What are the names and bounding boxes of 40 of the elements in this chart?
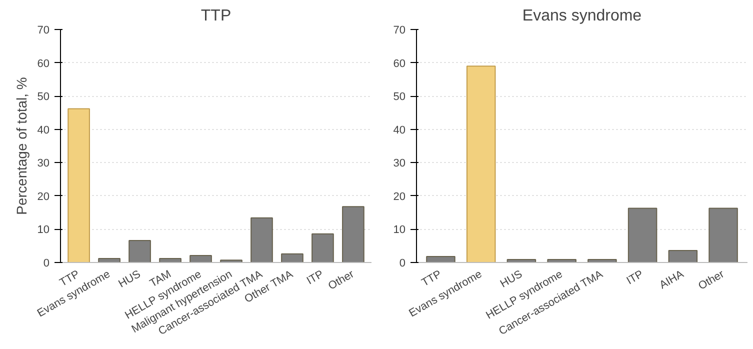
x-tick-label: ITP xyxy=(624,268,646,288)
chart-title: TTP xyxy=(200,8,232,24)
y-tick-label: 0 xyxy=(43,258,50,270)
bar xyxy=(628,208,658,262)
bar xyxy=(281,253,304,262)
x-tick-label: Other xyxy=(326,268,356,292)
bar xyxy=(342,206,364,262)
x-tick-label: HUS xyxy=(116,268,143,290)
y-tick-label: 10 xyxy=(393,224,406,236)
y-tick-label: 50 xyxy=(37,91,50,104)
y-tick-label: 50 xyxy=(393,91,406,104)
bar xyxy=(159,258,182,262)
bar xyxy=(98,258,120,262)
bar xyxy=(426,256,456,262)
bar xyxy=(312,233,334,262)
y-tick-label: 20 xyxy=(37,190,50,203)
y-tick-label: 0 xyxy=(399,258,406,270)
y-tick-label: 70 xyxy=(37,24,50,36)
y-tick-label: 60 xyxy=(37,58,50,70)
y-tick-label: 60 xyxy=(393,58,406,70)
bar xyxy=(466,66,496,262)
y-tick-label: 10 xyxy=(37,224,50,236)
bar xyxy=(708,208,738,262)
y-axis-title: Percentage of total, % xyxy=(13,77,30,215)
y-tick-label: 40 xyxy=(393,124,406,136)
bar xyxy=(68,108,90,262)
bar xyxy=(668,250,698,262)
chart-title: Evans syndrome xyxy=(522,8,642,24)
y-tick-label: 20 xyxy=(393,190,406,203)
x-tick-label: TTP xyxy=(420,268,444,290)
y-tick-label: 30 xyxy=(393,158,406,170)
bar xyxy=(190,255,212,262)
y-tick-label: 30 xyxy=(37,158,50,170)
x-tick-label: ITP xyxy=(304,268,326,288)
y-tick-label: 70 xyxy=(393,24,406,36)
bar xyxy=(128,240,151,262)
x-tick-label: Other xyxy=(696,268,727,292)
bar xyxy=(250,217,273,262)
x-tick-label: AIHA xyxy=(658,268,686,292)
y-tick-label: 40 xyxy=(37,124,50,136)
